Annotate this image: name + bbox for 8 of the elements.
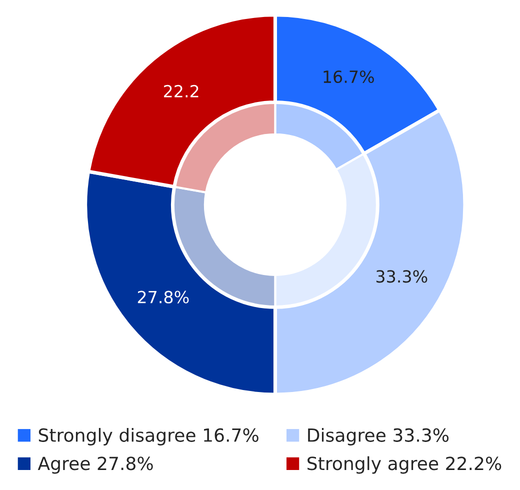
data-label: 33.3%	[376, 270, 428, 283]
legend-label: Strongly agree 22.2%	[308, 456, 502, 474]
data-label: 27.8%	[138, 290, 189, 304]
data-label: 22.2	[164, 84, 198, 98]
data-label: 16.7%	[324, 70, 374, 84]
legend-label: Agree 27.8%	[38, 456, 153, 474]
legend-label: Strongly disagree 16.7%	[38, 428, 258, 446]
legend-label: Disagree 33.3%	[308, 428, 449, 446]
